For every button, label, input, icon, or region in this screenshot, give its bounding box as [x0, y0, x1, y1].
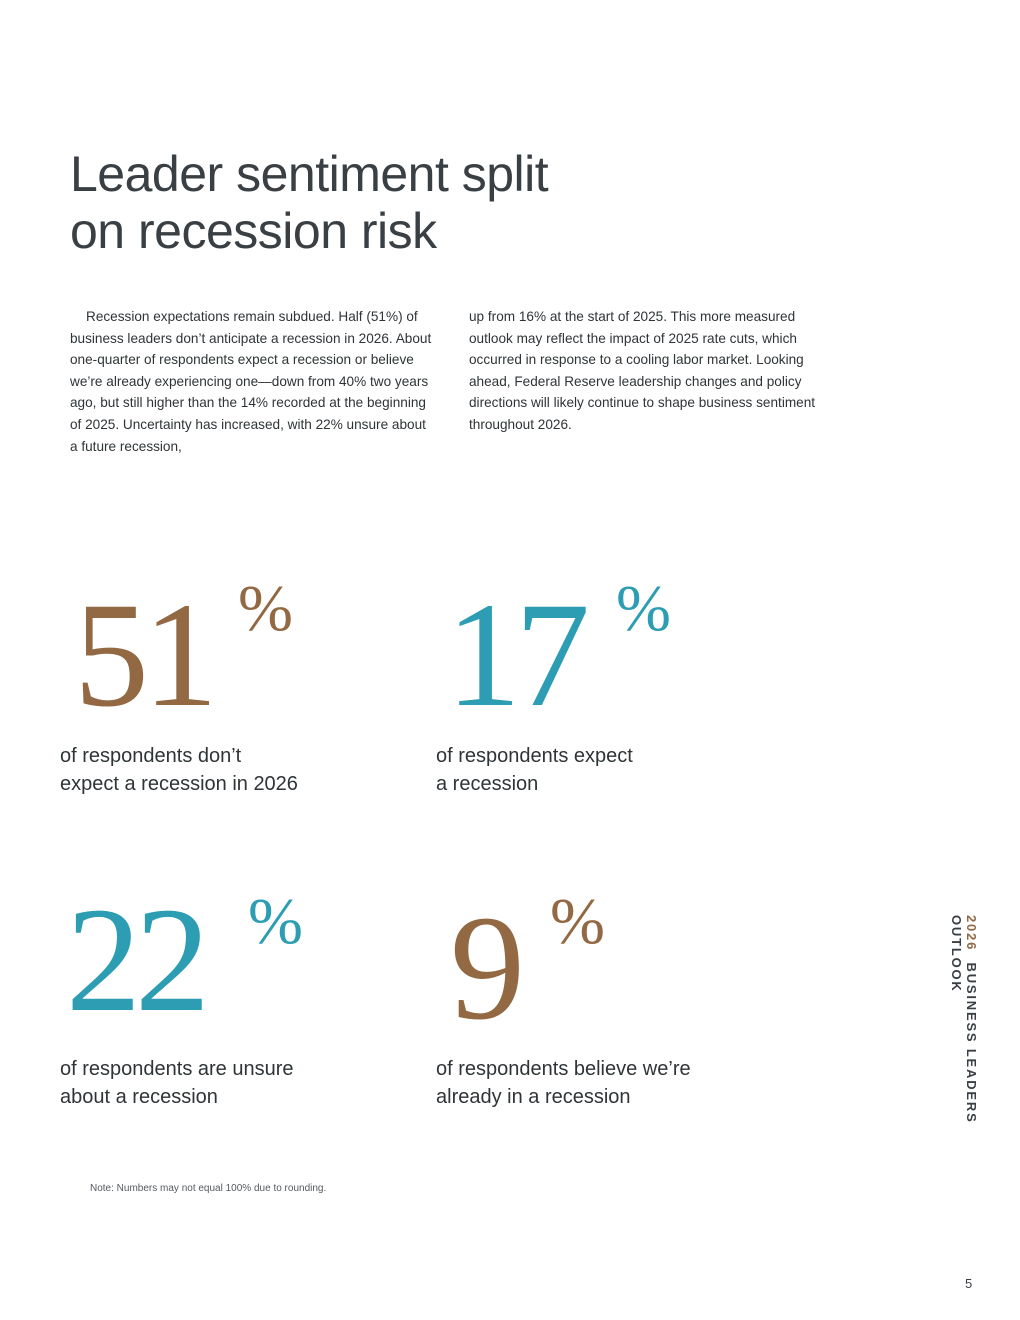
stat-label-line-2: already in a recession — [436, 1086, 631, 1108]
body-text-column-2: up from 16% at the start of 2025. This m… — [469, 309, 816, 432]
stat-value: 17 — [446, 572, 590, 738]
stat-label: of respondents don’t expect a recession … — [60, 742, 400, 798]
stat-label-line-1: of respondents are unsure — [60, 1058, 294, 1080]
stat-label-line-2: about a recession — [60, 1086, 218, 1108]
side-title-text: BUSINESS LEADERS OUTLOOK — [949, 915, 979, 1124]
page-number: 5 — [965, 1276, 973, 1291]
page-title-line-1: Leader sentiment split — [70, 146, 549, 202]
page-title: Leader sentiment split on recession risk — [70, 146, 690, 260]
stat-label-line-2: a recession — [436, 773, 539, 795]
percent-sign: % — [238, 572, 293, 645]
footnote: Note: Numbers may not equal 100% due to … — [90, 1183, 327, 1194]
stat-label: of respondents expect a recession — [436, 742, 776, 798]
percent-sign: % — [550, 885, 605, 958]
stat-label-line-2: expect a recession in 2026 — [60, 773, 298, 795]
stat-unsure: 22 % of respondents are unsure about a r… — [60, 885, 400, 1111]
side-title-year: 2026 — [964, 915, 979, 952]
body-text-column-1: Recession expectations remain subdued. H… — [70, 309, 432, 454]
stat-label: of respondents are unsure about a recess… — [60, 1055, 400, 1111]
stat-figure: 51 % — [60, 572, 400, 742]
stat-no-recession: 51 % of respondents don’t expect a reces… — [60, 572, 400, 798]
stat-label-line-1: of respondents don’t — [60, 745, 242, 767]
stat-figure: 17 % — [436, 572, 776, 742]
stat-label-line-1: of respondents believe we’re — [436, 1058, 691, 1080]
stat-figure: 22 % — [60, 885, 400, 1055]
page-title-line-2: on recession risk — [70, 203, 437, 259]
stat-value: 51 — [74, 572, 218, 738]
side-title: 2026 BUSINESS LEADERS OUTLOOK — [949, 915, 979, 1205]
stat-value: 22 — [66, 877, 210, 1043]
percent-sign: % — [248, 885, 303, 958]
stat-label-line-1: of respondents expect — [436, 745, 633, 767]
stat-value: 9 — [450, 885, 525, 1051]
stat-label: of respondents believe we’re already in … — [436, 1055, 776, 1111]
stat-already-in-recession: 9 % of respondents believe we’re already… — [436, 885, 776, 1111]
percent-sign: % — [616, 572, 671, 645]
stat-expect-recession: 17 % of respondents expect a recession — [436, 572, 776, 798]
stat-figure: 9 % — [436, 885, 776, 1055]
